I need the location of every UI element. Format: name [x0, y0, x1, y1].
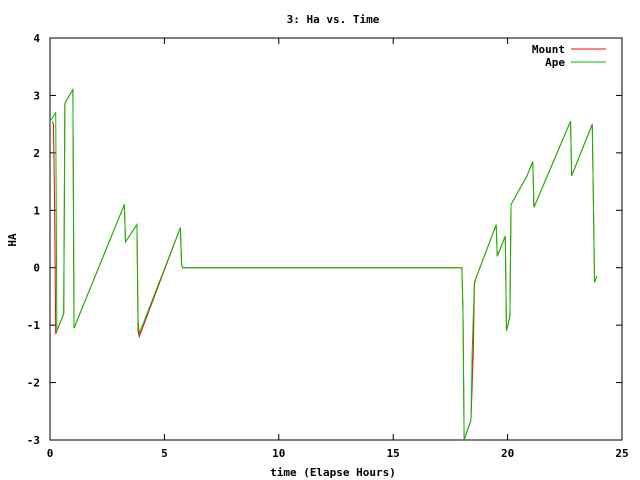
y-tick-label: 0	[33, 262, 40, 275]
x-tick-label: 5	[161, 447, 168, 460]
plot-frame	[49, 37, 623, 441]
x-tick-label: 15	[387, 447, 400, 460]
chart-title: 3: Ha vs. Time	[287, 13, 380, 26]
y-tick-label: 3	[33, 89, 40, 102]
series-line-ape	[49, 87, 598, 441]
legend-label-mount: Mount	[532, 43, 565, 56]
x-tick-label: 0	[47, 447, 54, 460]
x-tick-label: 20	[501, 447, 514, 460]
y-tick-label: -1	[27, 319, 41, 332]
y-tick-label: 4	[33, 32, 40, 45]
legend-label-ape: Ape	[545, 56, 565, 69]
series-line-mount	[51, 87, 598, 441]
x-tick-label: 25	[615, 447, 628, 460]
y-tick-label: 1	[33, 204, 40, 217]
y-axis-label: HA	[6, 233, 19, 247]
x-axis-label: time (Elapse Hours)	[270, 466, 396, 479]
x-tick-label: 10	[272, 447, 285, 460]
y-tick-label: -3	[27, 434, 40, 447]
y-tick-label: -2	[27, 377, 40, 390]
y-tick-label: 2	[33, 147, 40, 160]
